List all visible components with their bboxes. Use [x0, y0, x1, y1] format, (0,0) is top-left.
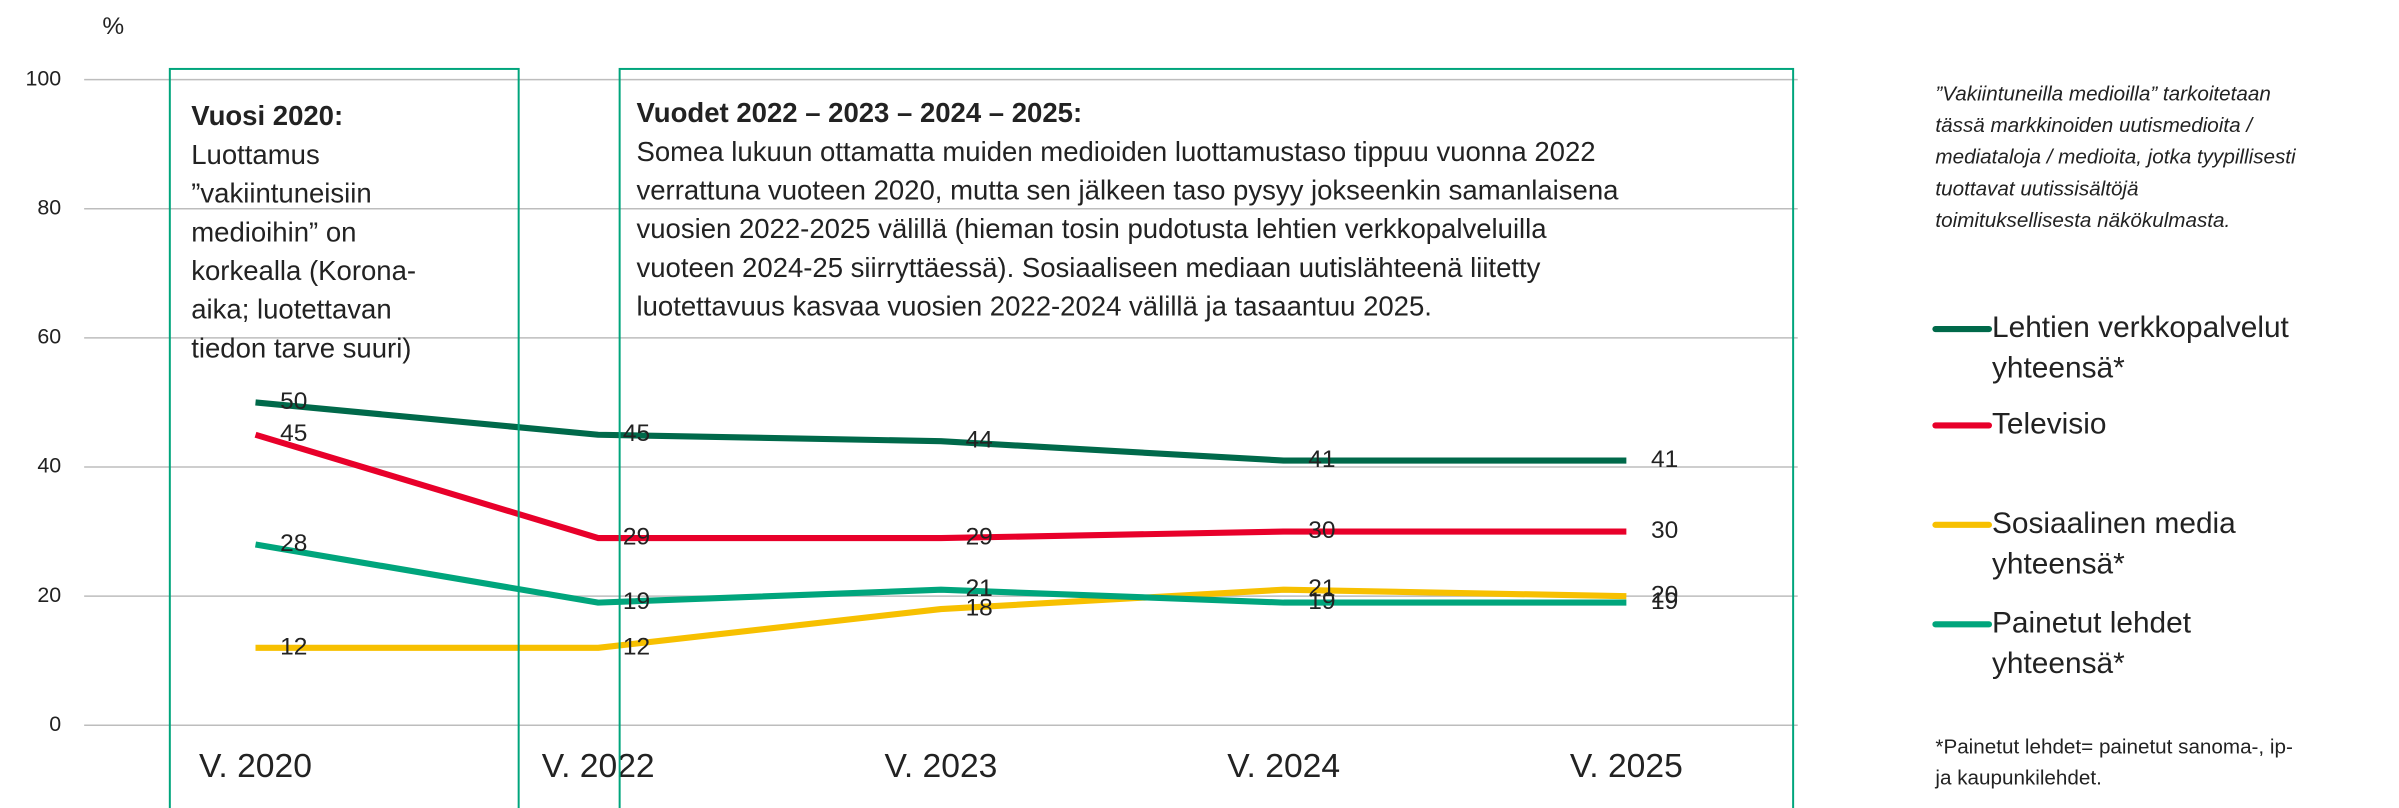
- legend-item: Painetut lehdet yhteensä*: [1932, 606, 2192, 680]
- legend-label: Sosiaalinen media yhteensä*: [1992, 507, 2236, 581]
- annotation-text: aika; luotettavan: [191, 294, 391, 325]
- note-text: toimituksellisesta näkökulmasta.: [1935, 209, 2230, 232]
- y-tick-label: 20: [37, 583, 61, 607]
- data-label: 21: [1308, 575, 1335, 602]
- data-label: 30: [1651, 517, 1678, 544]
- data-label: 12: [280, 633, 307, 660]
- x-tick-label: V. 2022: [542, 748, 655, 785]
- data-label: 45: [623, 420, 650, 447]
- x-tick-label: V. 2023: [884, 748, 997, 785]
- data-label: 18: [966, 595, 993, 622]
- x-tick-label: V. 2024: [1227, 748, 1340, 785]
- data-label: 19: [623, 588, 650, 615]
- series-line: [255, 399, 1627, 464]
- legend-item: Televisio: [1932, 407, 2106, 440]
- data-label: 41: [1308, 446, 1335, 473]
- annotation-text: vuosien 2022-2025 välillä (hieman tosin …: [636, 213, 1547, 244]
- data-label: 19: [1308, 588, 1335, 615]
- footnote: ja kaupunkilehdet.: [1934, 766, 2101, 789]
- x-tick-label: V. 2025: [1570, 748, 1683, 785]
- series-line: [254, 431, 1627, 542]
- annotation-text: vuoteen 2024-25 siirryttäessä). Sosiaali…: [636, 252, 1540, 283]
- data-label: 45: [280, 420, 307, 447]
- y-tick-label: 80: [37, 195, 61, 219]
- legend-item: Sosiaalinen media yhteensä*: [1932, 507, 2236, 581]
- annotation-text: luotettavuus kasvaa vuosien 2022-2024 vä…: [636, 291, 1431, 322]
- note-text: mediataloja / medioita, jotka tyypillise…: [1935, 146, 2297, 169]
- data-label: 44: [966, 427, 993, 454]
- annotation-text: korkealla (Korona-: [191, 255, 416, 286]
- note-text: ”Vakiintuneilla medioilla” tarkoitetaan: [1935, 82, 2270, 105]
- annotation-title: Vuodet 2022 – 2023 – 2024 – 2025:: [636, 97, 1082, 128]
- y-tick-label: 40: [37, 454, 61, 478]
- data-label: 50: [280, 388, 307, 415]
- series-line: [255, 586, 1627, 651]
- note-text: tuottavat uutissisältöjä: [1935, 177, 2138, 200]
- data-label: 19: [1651, 588, 1678, 615]
- data-label: 28: [280, 530, 307, 557]
- y-tick-label: 60: [37, 325, 61, 349]
- y-tick-label: 0: [49, 712, 61, 736]
- note-text: tässä markkinoiden uutismedioita /: [1935, 114, 2254, 137]
- annotation-box: [168, 67, 520, 808]
- series-line: [254, 541, 1627, 606]
- annotation-text: medioihin” on: [191, 216, 356, 247]
- data-label: 41: [1651, 446, 1678, 473]
- data-label: 12: [623, 633, 650, 660]
- annotation-text: tiedon tarve suuri): [191, 332, 411, 363]
- annotation-text: ”vakiintuneisiin: [191, 178, 371, 209]
- annotation-box: [618, 67, 1795, 808]
- x-tick-label: V. 2020: [199, 748, 312, 785]
- y-unit: %: [102, 13, 124, 40]
- legend-label: Painetut lehdet yhteensä*: [1992, 606, 2192, 680]
- annotation-text: Somea lukuun ottamatta muiden medioiden …: [636, 136, 1595, 167]
- data-label: 29: [966, 524, 993, 551]
- footnote: *Painetut lehdet= painetut sanoma-, ip-: [1935, 736, 2292, 759]
- annotation-text: verrattuna vuoteen 2020, mutta sen jälke…: [636, 175, 1619, 206]
- y-tick-label: 100: [25, 66, 61, 90]
- data-label: 30: [1308, 517, 1335, 544]
- legend-label: Lehtien verkkopalvelut yhteensä*: [1992, 311, 2290, 385]
- annotation-title: Vuosi 2020:: [191, 100, 343, 131]
- data-label: 20: [1651, 582, 1678, 609]
- data-label: 29: [623, 524, 650, 551]
- legend-label: Televisio: [1992, 407, 2106, 440]
- data-label: 21: [966, 575, 993, 602]
- annotation-text: Luottamus: [191, 139, 319, 170]
- legend-item: Lehtien verkkopalvelut yhteensä*: [1932, 311, 2290, 385]
